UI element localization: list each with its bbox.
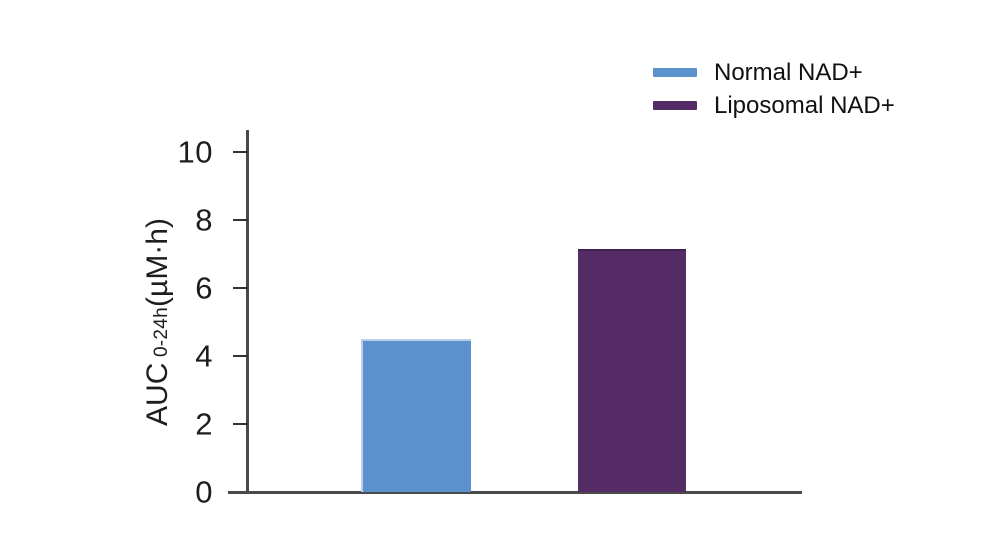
- legend-item-normal-nad: Normal NAD+: [653, 58, 895, 87]
- x-axis-line: [228, 491, 802, 494]
- y-tick-label: 2: [195, 406, 213, 442]
- legend-label-normal-nad: Normal NAD+: [714, 58, 863, 86]
- y-tick-label: 4: [195, 338, 213, 374]
- legend-swatch-liposomal-nad: [653, 101, 697, 110]
- y-tick-mark: [233, 287, 248, 289]
- legend: Normal NAD+ Liposomal NAD+: [653, 58, 895, 120]
- y-axis-line: [246, 130, 249, 493]
- y-tick-mark: [233, 355, 248, 357]
- y-tick-mark: [233, 423, 248, 425]
- y-tick-label: 0: [195, 474, 213, 510]
- legend-item-liposomal-nad: Liposomal NAD+: [653, 91, 895, 120]
- y-tick-mark: [233, 219, 248, 221]
- legend-label-liposomal-nad: Liposomal NAD+: [714, 91, 895, 119]
- y-tick-label: 8: [195, 202, 213, 238]
- y-tick-label: 6: [195, 270, 213, 306]
- y-tick-label: 10: [177, 134, 213, 170]
- y-tick-mark: [233, 151, 248, 153]
- bar-liposomal-nad-: [578, 249, 686, 492]
- legend-swatch-normal-nad: [653, 68, 697, 77]
- bar-normal-nad-: [361, 339, 471, 492]
